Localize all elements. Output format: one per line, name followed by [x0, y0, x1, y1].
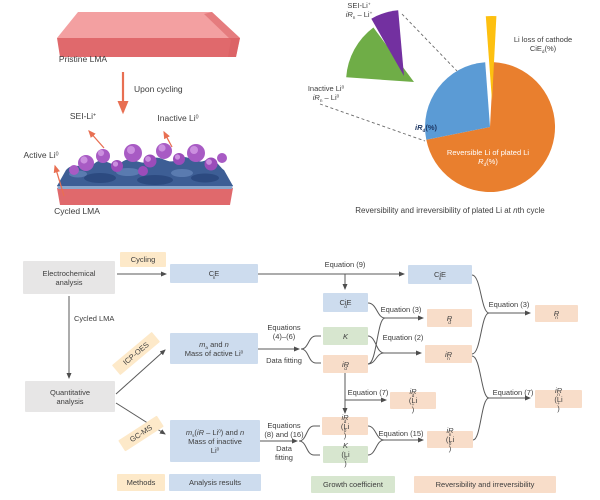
cycled-lma-label: Cycled LMA: [54, 206, 100, 216]
pie-label-cathode-loss: Li loss of cathode CiEd(%): [513, 35, 573, 54]
pie-slice-irreversible: [425, 62, 490, 140]
li-deposits: [69, 143, 227, 176]
pristine-lma-label: Pristine LMA: [58, 54, 108, 64]
upon-cycling-label: Upon cycling: [134, 84, 183, 94]
sei-arrow: [88, 130, 105, 149]
node-ce-n: CE n: [170, 264, 258, 283]
node-ir-d: iR d: [323, 355, 368, 373]
edge-equation-2: Equation (2): [382, 333, 424, 342]
edge-equation-7b: Equation (7): [492, 388, 534, 397]
edge-data-fitting-2: Data fitting: [275, 444, 293, 463]
edge-equation-9: Equation (9): [324, 260, 366, 269]
explode-callout-line-bottom: [319, 103, 426, 142]
pie-label-reversible: Reversible Li of plated Li Rd(%): [446, 148, 530, 167]
edge-equation-3b: Equation (3): [488, 300, 530, 309]
pie-exploded-sei-li: [371, 10, 404, 76]
node-mass-active: ma and n Mass of active Li0: [170, 333, 258, 364]
edge-equations-8-16: Equations (8) and (16): [264, 421, 304, 440]
node-cycling: Cycling: [120, 252, 166, 267]
node-mass-inactive: ms(iR – Li0) and n Mass of inactive Li0: [170, 420, 260, 462]
explode-callout-line-top: [401, 13, 458, 72]
legend-methods: Methods: [117, 474, 165, 491]
node-k: K: [323, 327, 368, 345]
node-ir-n: iR n: [425, 345, 472, 363]
legend-growth-coefficient: Growth coefficient: [311, 476, 395, 493]
node-irn-li-zero: iR n (Li 0): [427, 426, 473, 453]
node-k-li-zero: K (Li 0): [323, 441, 368, 468]
node-ird-li-zero: iR d (Li 0): [322, 413, 368, 440]
flowchart-connectors: [66, 271, 531, 456]
node-ird-li-plus: iR d (Li +): [390, 387, 436, 414]
active-arrow: [53, 164, 65, 197]
pie-label-sei: SEI-Li+ iRn – Li+: [345, 1, 373, 20]
node-electrochemical-analysis: Electrochemical analysis: [23, 261, 115, 294]
pie-slice-cathode-loss: [485, 15, 497, 101]
edge-data-fitting-1: Data fitting: [266, 356, 302, 365]
legend-analysis-results: Analysis results: [169, 474, 261, 491]
legend-reversibility: Reversibility and irreversibility: [414, 476, 556, 493]
pristine-lma-illustration: [57, 12, 240, 57]
active-li-label: Active Li0: [23, 150, 59, 160]
edge-equation-7a: Equation (7): [347, 388, 389, 397]
edge-equations-4-6: Equations (4)–(6): [267, 323, 301, 342]
node-irn-li-plus: iR n (Li +): [535, 386, 582, 413]
node-cie-d: CiE d: [323, 293, 368, 312]
edge-equation-3a: Equation (3): [380, 305, 422, 314]
pie-caption: Reversibility and irreversibility of pla…: [355, 206, 545, 215]
edge-equation-15: Equation (15): [378, 429, 424, 438]
pie-slice-reversible: [426, 62, 556, 193]
sei-li-label: SEI-Li+: [69, 111, 97, 121]
pie-exploded-inactive-li: [346, 27, 414, 82]
node-cie-n: CiE n: [408, 265, 472, 284]
node-quantitative-analysis: Quantitative analysis: [25, 381, 115, 412]
inactive-li-label: Inactive Li0: [157, 113, 199, 123]
cycled-lma-illustration: [57, 143, 233, 205]
inactive-arrow: [163, 130, 173, 148]
pie-label-ird: iRd(%): [414, 123, 437, 133]
pie-chart: [319, 10, 556, 193]
edge-cycled-lma: Cycled LMA: [74, 314, 115, 323]
pie-label-inactive: Inactive Li0 iRn – Li0: [307, 84, 345, 103]
